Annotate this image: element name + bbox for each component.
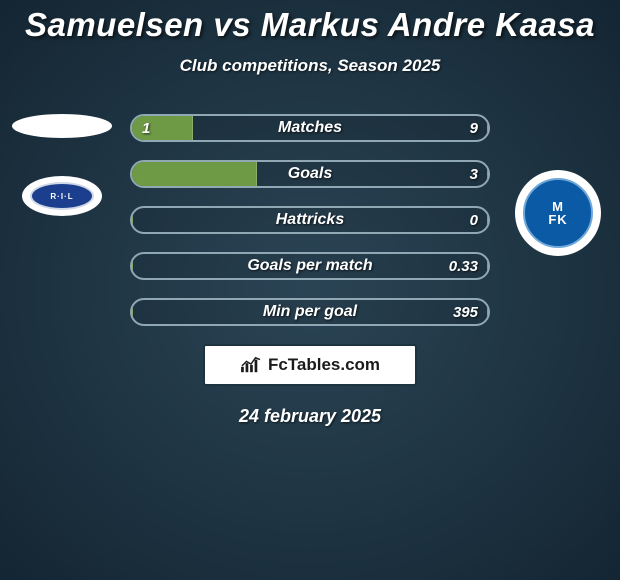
stat-row: Hattricks0 (130, 206, 490, 234)
stat-label: Matches (132, 116, 488, 140)
stat-label: Goals per match (132, 254, 488, 278)
stat-value-right: 395 (453, 300, 478, 324)
source-logo[interactable]: FcTables.com (203, 344, 417, 386)
subtitle: Club competitions, Season 2025 (0, 56, 620, 76)
player1-avatar (12, 114, 112, 138)
stat-label: Hattricks (132, 208, 488, 232)
player2-club-label: M FK (523, 178, 593, 248)
stat-row: Min per goal395 (130, 298, 490, 326)
stat-row: 1Matches9 (130, 114, 490, 142)
stat-value-right: 3 (470, 162, 478, 186)
player2-column: M FK (508, 114, 608, 256)
page-title: Samuelsen vs Markus Andre Kaasa (0, 0, 620, 44)
stat-label: Goals (132, 162, 488, 186)
stat-value-right: 0 (470, 208, 478, 232)
date-label: 24 february 2025 (0, 406, 620, 427)
player2-club-label-bottom: FK (548, 213, 567, 226)
stat-label: Min per goal (132, 300, 488, 324)
stat-row: Goals3 (130, 160, 490, 188)
player1-club-badge: R·I·L (22, 176, 102, 216)
chart-icon (240, 356, 262, 374)
content-row: R·I·L 1Matches9 Goals3 Hattricks0 Goals per… (0, 114, 620, 326)
stat-value-right: 9 (470, 116, 478, 140)
stat-row: Goals per match0.33 (130, 252, 490, 280)
player1-column: R·I·L (12, 114, 112, 216)
player1-club-label: R·I·L (30, 182, 94, 210)
comparison-card: Samuelsen vs Markus Andre Kaasa Club com… (0, 0, 620, 580)
stats-bars: 1Matches9 Goals3 Hattricks0 Goals per match… (130, 114, 490, 326)
player2-club-badge: M FK (515, 170, 601, 256)
stat-value-right: 0.33 (449, 254, 478, 278)
source-logo-text: FcTables.com (268, 355, 380, 375)
